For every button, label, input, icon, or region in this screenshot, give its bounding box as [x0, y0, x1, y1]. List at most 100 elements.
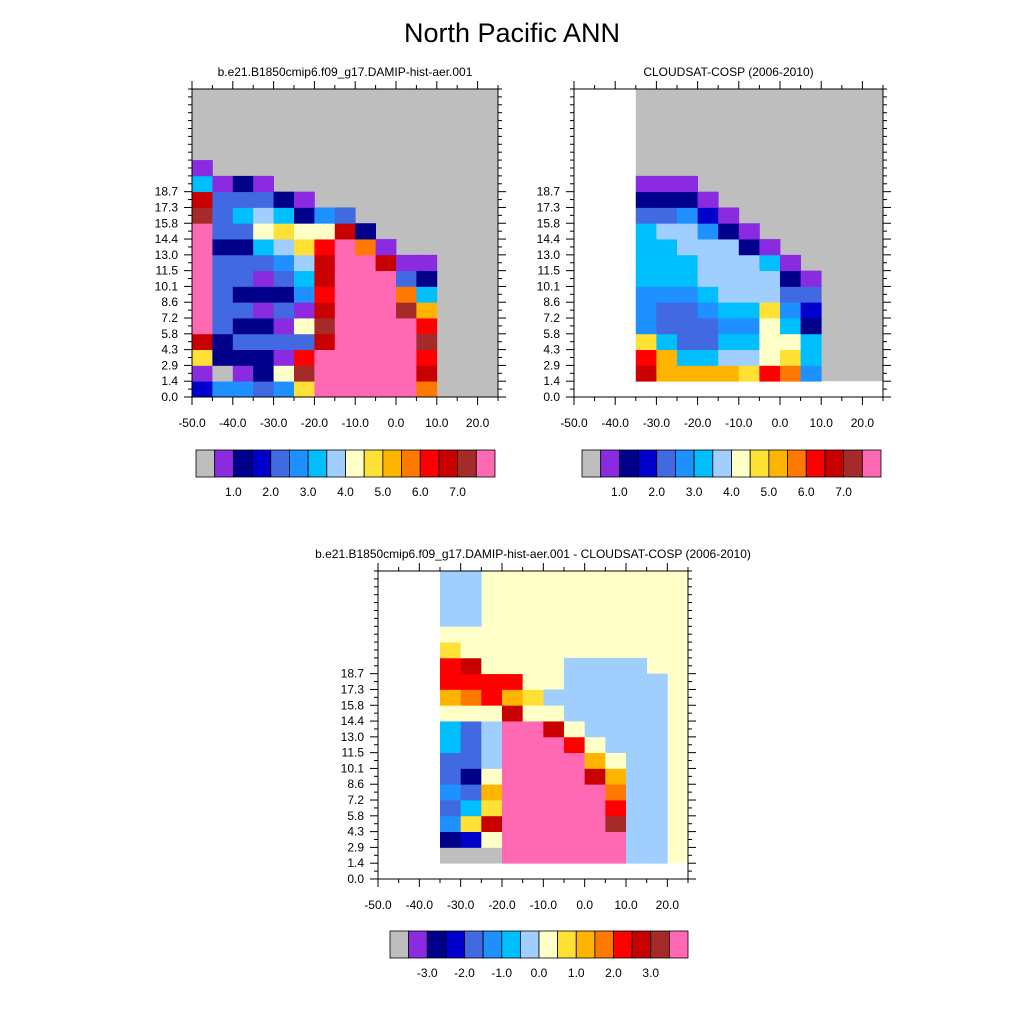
heatmap-cell — [635, 349, 657, 366]
y-tick-label: 15.8 — [155, 216, 179, 230]
y-tick-label: 5.8 — [543, 327, 560, 341]
colorbar-swatch — [382, 449, 402, 478]
heatmap-cell — [697, 318, 719, 335]
x-tick-label: 10.0 — [614, 898, 638, 912]
colorbar-swatch — [731, 449, 751, 478]
colorbar-swatch — [475, 449, 496, 478]
colorbar-label: 7.0 — [835, 485, 852, 499]
heatmap-cell — [334, 239, 356, 398]
panel-title: b.e21.B1850cmip6.f09_g17.DAMIP-hist-aer.… — [315, 547, 751, 561]
y-tick-label: 8.6 — [347, 777, 364, 791]
heatmap-cell — [605, 831, 627, 864]
heatmap-cell — [718, 302, 740, 319]
y-tick-label: 17.3 — [155, 200, 179, 214]
heatmap-cell — [416, 254, 438, 272]
heatmap-cell — [677, 254, 698, 272]
colorbar-label: 6.0 — [798, 485, 815, 499]
heatmap-cell — [460, 847, 482, 864]
heatmap-cell — [192, 365, 213, 382]
colorbar-swatch — [613, 930, 633, 959]
y-tick-label: 4.3 — [347, 825, 364, 839]
colorbar-swatch — [575, 930, 596, 959]
heatmap-cell — [656, 191, 678, 208]
heatmap-cell — [697, 207, 719, 224]
heatmap-cell — [253, 302, 274, 319]
heatmap-cell — [192, 160, 213, 177]
heatmap-cell — [416, 333, 438, 351]
heatmap-cell — [416, 381, 438, 398]
heatmap-cell — [232, 286, 254, 303]
heatmap-cell — [780, 333, 801, 351]
heatmap-cell — [635, 318, 657, 335]
heatmap-cell — [759, 270, 781, 287]
heatmap-cell — [584, 657, 606, 738]
heatmap-cell — [656, 254, 678, 272]
heatmap-cell — [375, 239, 397, 256]
colorbar-label: 2.0 — [262, 485, 279, 499]
heatmap-cell — [253, 207, 274, 224]
heatmap-cell — [800, 286, 822, 303]
y-tick-label: 13.0 — [155, 248, 179, 262]
heatmap-cell — [294, 207, 315, 224]
colorbar-label: 3.0 — [300, 485, 317, 499]
colorbar-swatch — [668, 930, 689, 959]
plot-background — [378, 571, 688, 879]
heatmap-cell — [232, 318, 254, 335]
heatmap-cell — [314, 333, 336, 351]
heatmap-cell — [460, 815, 482, 833]
heatmap-cell — [212, 381, 234, 398]
heatmap-cell — [759, 254, 781, 272]
colorbar-label: 7.0 — [449, 485, 466, 499]
colorbar-label: 4.0 — [337, 485, 354, 499]
heatmap-cell — [656, 349, 678, 366]
heatmap-cell — [232, 365, 254, 382]
y-tick-label: 0.0 — [543, 390, 560, 404]
x-tick-label: 20.0 — [466, 416, 490, 430]
colorbar-swatch — [637, 449, 658, 478]
x-tick-label: -50.0 — [364, 898, 392, 912]
colorbar-swatch — [464, 930, 484, 959]
heatmap-cell — [605, 657, 627, 754]
heatmap-cell — [718, 349, 740, 366]
colorbar-swatch — [251, 449, 272, 478]
colorbar-label: -1.0 — [491, 966, 512, 980]
heatmap-cell — [738, 318, 760, 335]
heatmap-cell — [738, 254, 760, 272]
heatmap-cell — [273, 207, 295, 224]
heatmap-cell — [460, 800, 482, 817]
y-tick-label: 1.4 — [161, 374, 178, 388]
heatmap-cell — [738, 365, 760, 382]
heatmap-cell — [738, 302, 760, 319]
heatmap-cell — [192, 191, 213, 208]
y-tick-label: 13.0 — [341, 730, 365, 744]
heatmap-cell — [481, 689, 503, 706]
heatmap-cell — [800, 365, 822, 382]
heatmap-cell — [481, 673, 503, 690]
heatmap-cell — [253, 223, 274, 240]
heatmap-cell — [416, 286, 438, 303]
heatmap-cell — [396, 286, 417, 303]
colorbar-swatch — [326, 449, 346, 478]
heatmap-cell — [522, 721, 544, 864]
heatmap-cell — [564, 657, 586, 706]
colorbar-swatch — [363, 449, 384, 478]
heatmap-cell — [192, 175, 213, 193]
colorbar-swatch — [631, 930, 652, 959]
heatmap-cell — [677, 239, 698, 256]
heatmap-cell — [440, 673, 462, 690]
heatmap-cell — [273, 349, 295, 366]
heatmap-cell — [656, 175, 678, 193]
page-title: North Pacific ANN — [403, 18, 621, 48]
missing-data-region — [574, 89, 636, 397]
heatmap-cell — [294, 365, 315, 382]
colorbar-swatch — [345, 449, 365, 478]
heatmap-cell — [273, 239, 295, 256]
heatmap-cell — [192, 333, 213, 351]
y-tick-label: 18.7 — [341, 667, 365, 681]
heatmap-cell — [314, 254, 336, 287]
heatmap-cell — [677, 207, 698, 224]
colorbar-label: 3.0 — [686, 485, 703, 499]
y-tick-label: 1.4 — [543, 374, 560, 388]
heatmap-cell — [355, 239, 376, 256]
